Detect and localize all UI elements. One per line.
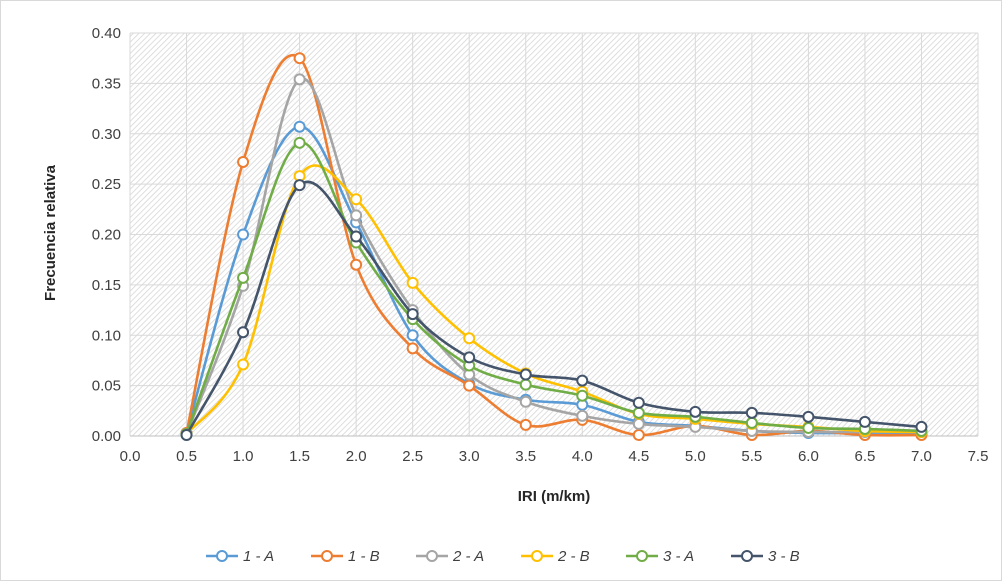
x-tick-label: 2.5 — [402, 448, 423, 465]
data-point — [293, 73, 306, 86]
legend-marker — [636, 550, 648, 562]
data-point — [350, 209, 363, 222]
data-point — [576, 389, 589, 402]
x-tick-label: 0.5 — [176, 448, 197, 465]
legend-item: 2 - B — [521, 548, 590, 565]
legend-marker — [531, 550, 543, 562]
x-tick-label: 6.5 — [855, 448, 876, 465]
y-tick-label: 0.35 — [92, 75, 121, 92]
y-tick-label: 0.00 — [92, 428, 121, 445]
data-point — [463, 332, 476, 345]
legend-label: 1 - B — [348, 548, 380, 565]
y-axis-ticks: 0.00 0.05 0.10 0.15 0.20 0.25 0.30 0.35 0.40 — [92, 25, 121, 445]
data-point — [745, 416, 758, 429]
data-point — [632, 428, 645, 441]
legend-label: 2 - B — [557, 548, 590, 565]
y-axis-label: Frecuencia relativa — [42, 164, 59, 301]
series-line — [185, 180, 922, 436]
data-point — [632, 417, 645, 430]
legend-label: 3 - A — [663, 548, 694, 565]
data-point — [406, 308, 419, 321]
x-tick-label: 3.5 — [515, 448, 536, 465]
data-point — [463, 379, 476, 392]
data-point — [858, 415, 871, 428]
data-point — [237, 155, 250, 168]
data-point — [237, 228, 250, 241]
data-point — [576, 374, 589, 387]
x-tick-label: 1.5 — [289, 448, 310, 465]
data-point — [406, 276, 419, 289]
x-tick-label: 4.0 — [572, 448, 593, 465]
x-tick-label: 6.0 — [798, 448, 819, 465]
x-tick-label: 5.0 — [685, 448, 706, 465]
x-axis-ticks: 0.0 0.5 1.0 1.5 2.0 2.5 3.0 3.5 4.0 4.5 5.0 5.5 6.0 6… — [120, 448, 989, 465]
data-point — [237, 358, 250, 371]
series-6 — [180, 179, 928, 441]
series-group — [180, 52, 928, 441]
y-tick-label: 0.20 — [92, 227, 121, 244]
x-axis-label: IRI (m/km) — [518, 488, 591, 505]
legend-item: 2 - A — [416, 548, 484, 565]
legend-item: 1 - B — [311, 548, 380, 565]
y-tick-label: 0.15 — [92, 277, 121, 294]
data-point — [632, 406, 645, 419]
x-tick-label: 7.5 — [968, 448, 989, 465]
legend-marker — [216, 550, 228, 562]
data-point — [519, 378, 532, 391]
data-point — [293, 179, 306, 192]
y-tick-label: 0.05 — [92, 378, 121, 395]
data-point — [915, 420, 928, 433]
y-tick-label: 0.40 — [92, 25, 121, 42]
legend-marker — [321, 550, 333, 562]
series-line — [185, 54, 922, 437]
data-point — [406, 342, 419, 355]
data-point — [632, 396, 645, 409]
x-tick-label: 0.0 — [120, 448, 141, 465]
x-tick-label: 5.5 — [741, 448, 762, 465]
data-point — [802, 421, 815, 434]
data-point — [350, 258, 363, 271]
data-point — [237, 271, 250, 284]
y-tick-label: 0.25 — [92, 176, 121, 193]
legend-item: 1 - A — [206, 548, 274, 565]
x-tick-label: 1.0 — [233, 448, 254, 465]
data-point — [293, 136, 306, 149]
series-line — [185, 141, 922, 435]
legend-label: 3 - B — [768, 548, 800, 565]
data-point — [180, 428, 193, 441]
data-point — [519, 395, 532, 408]
x-tick-label: 3.0 — [459, 448, 480, 465]
data-point — [689, 405, 702, 418]
x-tick-label: 7.0 — [911, 448, 932, 465]
data-point — [350, 230, 363, 243]
data-point — [350, 193, 363, 206]
data-point — [406, 329, 419, 342]
x-tick-label: 4.5 — [628, 448, 649, 465]
data-point — [463, 351, 476, 364]
legend-label: 2 - A — [452, 548, 484, 565]
data-point — [519, 418, 532, 431]
y-tick-label: 0.30 — [92, 126, 121, 143]
data-point — [237, 326, 250, 339]
data-point — [745, 406, 758, 419]
data-point — [802, 410, 815, 423]
y-tick-label: 0.10 — [92, 327, 121, 344]
data-point — [293, 120, 306, 133]
data-point — [519, 368, 532, 381]
data-point — [576, 409, 589, 422]
legend-label: 1 - A — [243, 548, 274, 565]
legend-item: 3 - A — [626, 548, 694, 565]
legend-marker — [741, 550, 753, 562]
x-tick-label: 2.0 — [346, 448, 367, 465]
series-line — [185, 77, 922, 435]
data-point — [293, 52, 306, 65]
legend-marker — [426, 550, 438, 562]
legend-item: 3 - B — [731, 548, 800, 565]
legend: 1 - A 1 - B 2 - A 2 - B 3 - A 3 - B — [206, 548, 800, 565]
